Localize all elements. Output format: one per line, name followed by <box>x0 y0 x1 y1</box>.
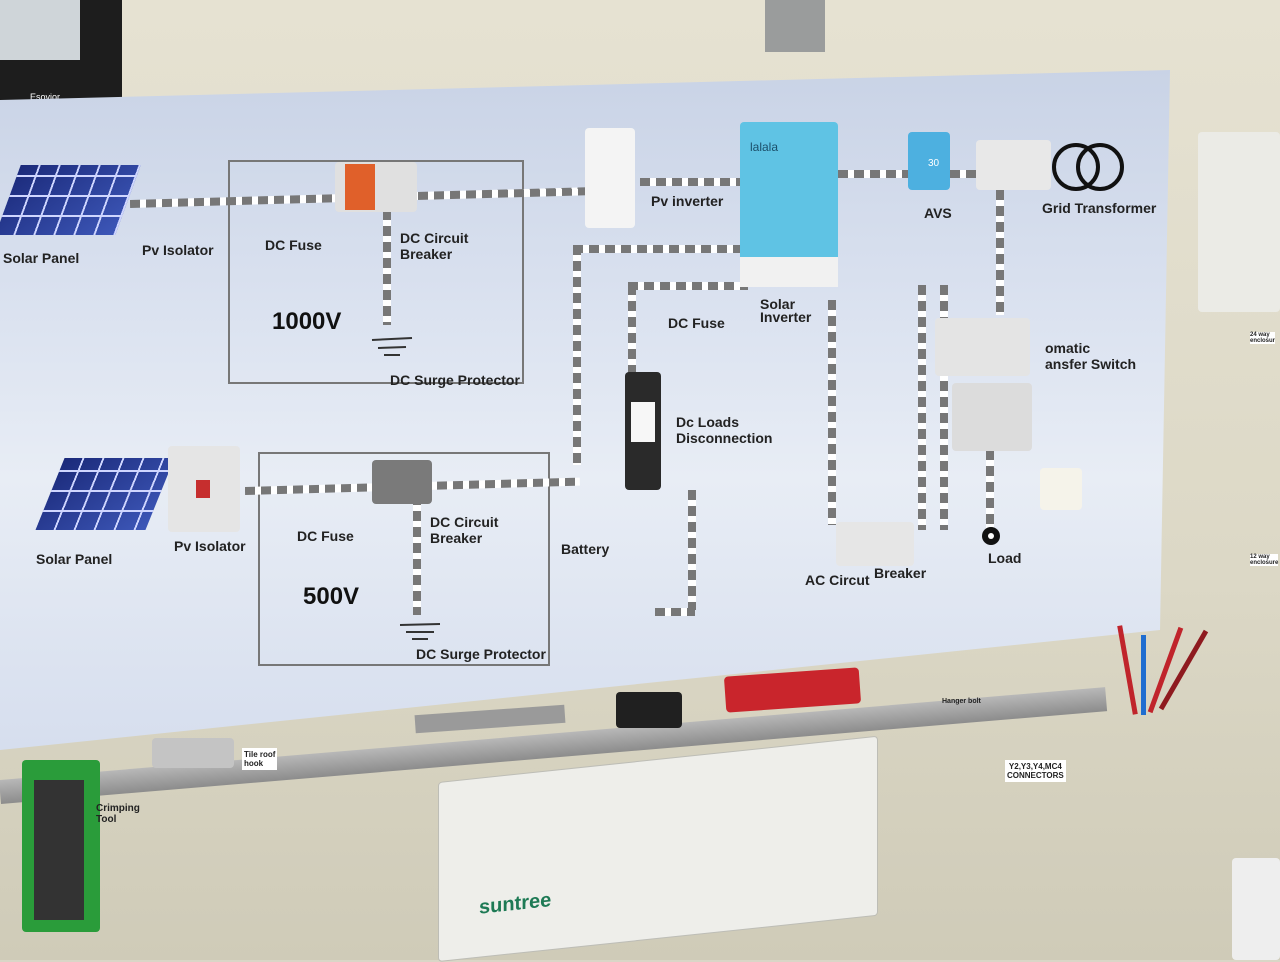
label-grid-transformer: Grid Transformer <box>1042 200 1157 216</box>
label-500v: 500V <box>303 583 360 610</box>
label-dc-breaker-top: DC Circuit Breaker <box>400 230 469 262</box>
cables-bundle <box>1115 625 1215 725</box>
label-dc-breaker-bottom: DC Circuit Breaker <box>430 514 499 546</box>
solar-inverter-device: lalala <box>740 122 838 287</box>
lower-circuit-box <box>258 452 550 666</box>
busbar-black <box>616 692 682 728</box>
dc-fuse-breaker-top <box>335 162 417 212</box>
ats-device-top <box>935 318 1030 376</box>
pv-inverter-device <box>585 128 635 228</box>
wire-battery-link <box>573 245 581 465</box>
wire-ats-left <box>918 285 926 530</box>
label-ats: omatic ansfer Switch <box>1045 340 1137 372</box>
enclosure-24-way <box>1198 132 1280 312</box>
label-pv-isolator-top: Pv Isolator <box>142 242 214 258</box>
label-dc-surge-top: DC Surge Protector <box>390 372 520 388</box>
label-solar-panel-top: Solar Panel <box>3 250 80 266</box>
label-pv-isolator-bottom: Pv Isolator <box>174 538 246 554</box>
label-ac-circuit: AC Circut <box>805 572 870 588</box>
label-avs: AVS <box>924 205 952 221</box>
wire-ac <box>828 300 836 525</box>
wire-battery-bottom <box>655 608 695 616</box>
label-enclosure-24: 24 way enclosur <box>1250 332 1276 344</box>
dc-fuse-breaker-bottom <box>372 460 432 504</box>
upper-circuit-box <box>228 160 524 384</box>
label-breaker: Breaker <box>874 565 927 581</box>
wire-ground-bottom <box>413 495 421 615</box>
tile-roof-hook <box>152 738 234 768</box>
wire-top-link <box>573 245 748 253</box>
label-dc-fuse-mid: DC Fuse <box>668 315 725 331</box>
grid-breaker-device <box>976 140 1051 190</box>
pv-isolator-device <box>168 446 240 532</box>
wire-transformer <box>996 190 1004 315</box>
label-load: Load <box>988 550 1022 566</box>
label-hanger-bolt: Hanger bolt <box>942 698 981 705</box>
wire-battery-down <box>688 490 696 610</box>
label-battery: Battery <box>561 541 610 557</box>
label-crimping-tool: Crimping Tool <box>96 803 140 825</box>
light-brand-label: Esovior <box>30 92 61 102</box>
crimping-tool <box>22 760 100 932</box>
label-connectors: Y2,Y3,Y4,MC4 CONNECTORS <box>1005 760 1066 782</box>
ac-breaker-device <box>836 522 914 566</box>
label-dc-fuse-bottom: DC Fuse <box>297 528 354 544</box>
wire-top-2 <box>640 178 750 186</box>
suntree-logo: suntree <box>479 889 552 919</box>
label-dc-loads: Dc Loads Disconnection <box>676 414 773 446</box>
label-enclosure-12: 12 way enclosure <box>1250 554 1279 566</box>
avs-display: 30 <box>928 158 940 169</box>
wire-dc-fuse <box>628 285 636 380</box>
label-pv-inverter: Pv inverter <box>651 193 724 209</box>
wire-ground-top <box>383 210 391 325</box>
inverter-logo: lalala <box>750 140 779 154</box>
ats-device-bottom <box>952 383 1032 451</box>
label-tile-roof-hook: Tile roof hook <box>242 748 278 770</box>
heater-device <box>1232 858 1280 960</box>
wall-socket <box>1040 468 1082 510</box>
label-1000v: 1000V <box>272 308 342 335</box>
wire-dc-fuse-h <box>628 282 748 290</box>
label-dc-surge-bottom: DC Surge Protector <box>416 646 546 662</box>
label-solar-inverter: Solar Inverter <box>760 296 812 325</box>
wire-load <box>986 450 994 530</box>
wall-bracket <box>765 0 825 52</box>
wire-ats-right <box>940 285 948 530</box>
label-solar-panel-bottom: Solar Panel <box>36 551 113 567</box>
dc-loads-device <box>625 372 661 490</box>
avs-device: 30 <box>908 132 950 190</box>
label-dc-fuse-top: DC Fuse <box>265 237 322 253</box>
